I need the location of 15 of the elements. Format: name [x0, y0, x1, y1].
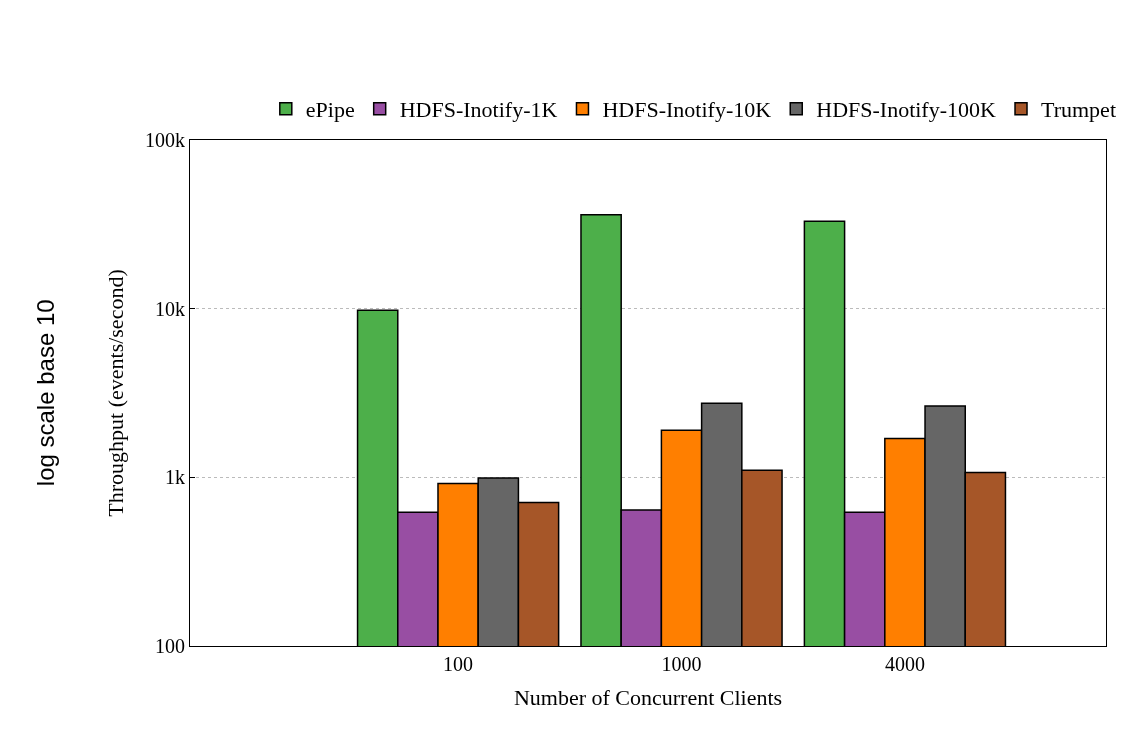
legend-label: HDFS-Inotify-1K	[399, 97, 558, 123]
y-tick-label: 1k	[165, 466, 185, 489]
legend-label: HDFS-Inotify-10K	[602, 97, 772, 123]
x-tick-label: 4000	[884, 653, 925, 675]
x-axis-title: Number of Concurrent Clients	[513, 684, 783, 710]
text: log scale base 10	[32, 299, 60, 487]
legend-label: Trumpet	[1041, 97, 1116, 123]
legend-label: ePipe	[305, 97, 355, 123]
y-tick-label: 100k	[145, 129, 185, 151]
y-tick-label: 10k	[155, 297, 185, 320]
y-axis-title: Throughput (events/second)	[102, 269, 128, 517]
x-tick-label: 1000	[661, 653, 702, 675]
y-tick-label: 100	[155, 635, 185, 657]
legend-label: HDFS-Inotify-100K	[816, 97, 997, 123]
x-tick-label: 100	[443, 653, 474, 675]
